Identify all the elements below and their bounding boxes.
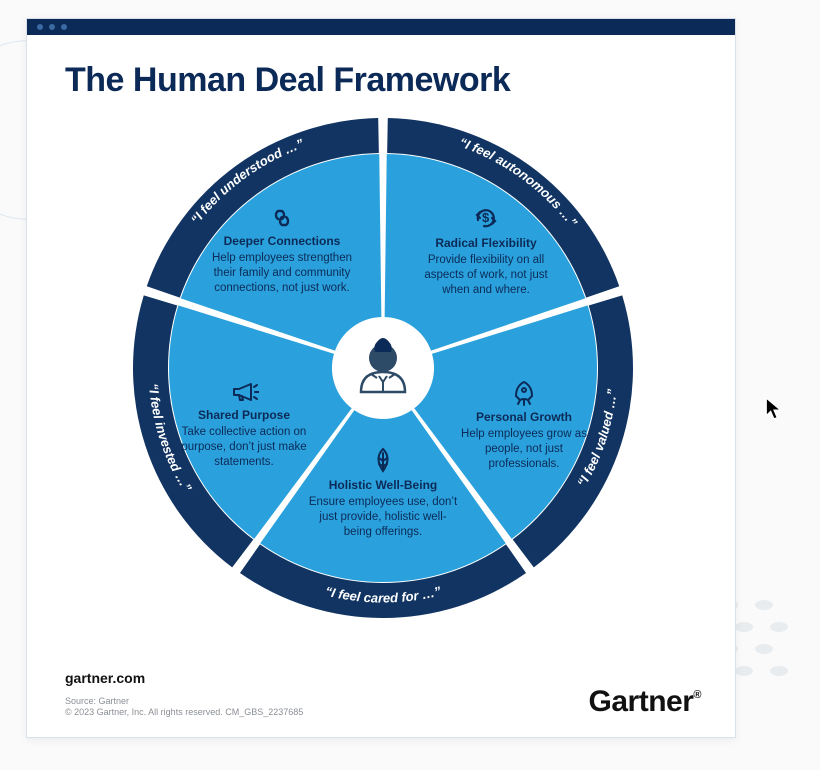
link-icon bbox=[267, 204, 297, 230]
window-dot bbox=[37, 24, 43, 30]
wheel-svg: “I feel autonomous …”“I feel valued …”“I… bbox=[123, 108, 643, 628]
window-titlebar bbox=[27, 19, 735, 35]
seg-body: Take collective action on purpose, don’t… bbox=[181, 426, 306, 467]
seg-body: Help employees grow as people, not just … bbox=[461, 428, 587, 469]
segment-radical-flexibility: $ Radical Flexibility Provide flexibilit… bbox=[411, 204, 561, 298]
footer-url: gartner.com bbox=[65, 670, 701, 686]
svg-text:$: $ bbox=[482, 210, 490, 225]
cursor-icon bbox=[764, 396, 786, 422]
seg-body: Ensure employees use, don’t just provide… bbox=[309, 496, 457, 537]
seg-title: Shared Purpose bbox=[169, 408, 319, 423]
framework-wheel: “I feel autonomous …”“I feel valued …”“I… bbox=[123, 108, 643, 628]
seg-body: Provide flexibility on all aspects of wo… bbox=[424, 254, 547, 295]
seg-body: Help employees strengthen their family a… bbox=[212, 252, 352, 293]
browser-window: The Human Deal Framework “I feel autonom… bbox=[26, 18, 736, 738]
brand-text: Gartner bbox=[589, 685, 694, 718]
cycle-icon: $ bbox=[472, 204, 500, 232]
content-area: The Human Deal Framework “I feel autonom… bbox=[27, 35, 735, 737]
window-dot bbox=[61, 24, 67, 30]
window-dot bbox=[49, 24, 55, 30]
footer: gartner.com Source: Gartner © 2023 Gartn… bbox=[65, 670, 701, 719]
seg-title: Deeper Connections bbox=[207, 234, 357, 249]
brand-reg: ® bbox=[693, 689, 701, 701]
brand-logo: Gartner® bbox=[589, 685, 701, 719]
seg-title: Personal Growth bbox=[449, 410, 599, 425]
page-title: The Human Deal Framework bbox=[65, 61, 701, 100]
megaphone-icon bbox=[229, 378, 259, 404]
segment-shared-purpose: Shared Purpose Take collective action on… bbox=[169, 378, 319, 470]
seg-title: Holistic Well-Being bbox=[308, 478, 458, 493]
segment-holistic-wellbeing: Holistic Well-Being Ensure employees use… bbox=[308, 446, 458, 540]
seg-title: Radical Flexibility bbox=[411, 236, 561, 251]
segment-personal-growth: Personal Growth Help employees grow as p… bbox=[449, 378, 599, 472]
rocket-icon bbox=[510, 378, 538, 406]
leaf-icon bbox=[370, 446, 396, 474]
segment-deeper-connections: Deeper Connections Help employees streng… bbox=[207, 204, 357, 296]
